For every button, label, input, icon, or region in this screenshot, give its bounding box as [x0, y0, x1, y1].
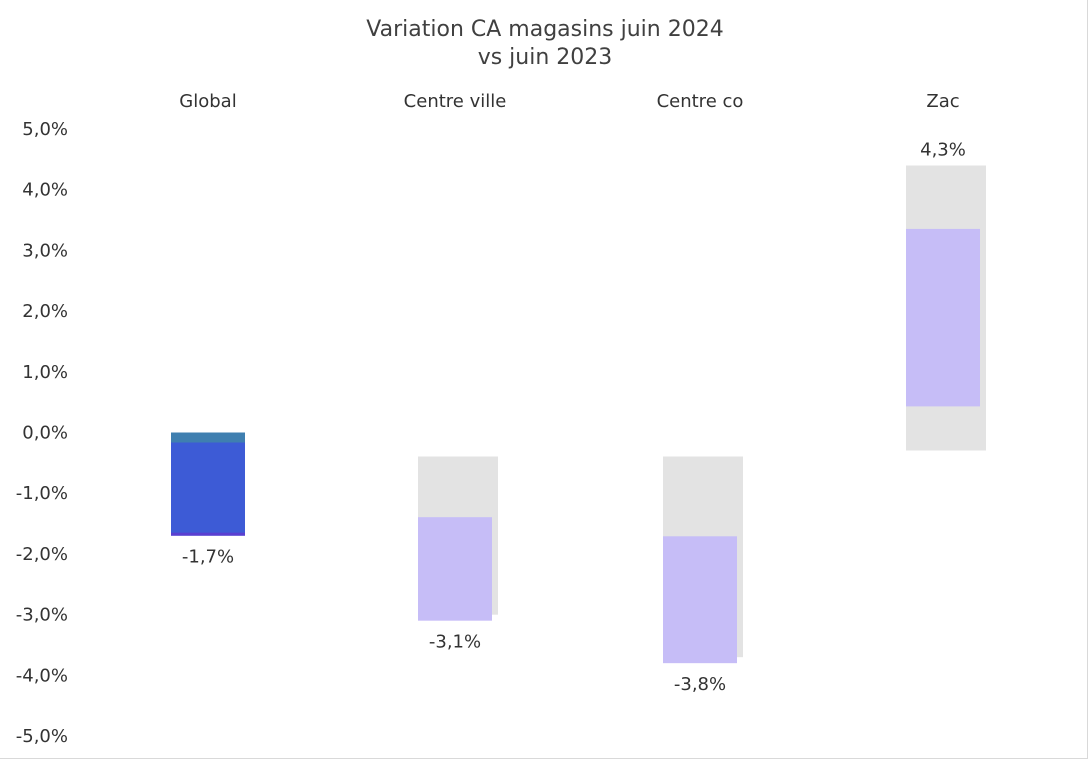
data-labels: -1,7% -3,1% -3,8% 4,3%: [182, 139, 966, 695]
y-tick-label: 5,0%: [22, 119, 68, 140]
category-labels: Global Centre ville Centre co Zac: [179, 91, 959, 112]
chart-title: Variation CA magasins juin 2024 vs juin …: [0, 16, 1090, 72]
category-label: Centre co: [657, 91, 744, 112]
y-tick-label: -5,0%: [16, 726, 68, 747]
y-tick-label: 4,0%: [22, 180, 68, 201]
category-label: Centre ville: [404, 91, 507, 112]
bar: [906, 228, 980, 407]
bar-bottom-edge: [171, 532, 245, 536]
category-label: Global: [179, 91, 236, 112]
y-tick-label: 2,0%: [22, 301, 68, 322]
data-label: 4,3%: [920, 139, 966, 160]
chart-title-line-1: Variation CA magasins juin 2024: [366, 17, 724, 42]
bar: [663, 536, 737, 664]
y-tick-label: -3,0%: [16, 605, 68, 626]
bar: [418, 517, 492, 621]
y-tick-label: -4,0%: [16, 665, 68, 686]
data-label: -1,7%: [182, 547, 234, 568]
bar-top-edge: [171, 432, 245, 443]
bars: [171, 165, 986, 664]
y-tick-label: 1,0%: [22, 362, 68, 383]
category-label: Zac: [926, 91, 959, 112]
data-label: -3,1%: [429, 632, 481, 653]
y-axis: 5,0% 4,0% 3,0% 2,0% 1,0% 0,0% -1,0% -2,0% -3,0% -…: [16, 119, 68, 747]
chart-title-line-2: vs juin 2023: [477, 45, 613, 70]
y-tick-label: 3,0%: [22, 240, 68, 261]
data-label: -3,8%: [674, 674, 726, 695]
y-tick-label: -2,0%: [16, 544, 68, 565]
y-tick-label: -1,0%: [16, 483, 68, 504]
bar: [171, 432, 245, 536]
y-tick-label: 0,0%: [22, 423, 68, 444]
